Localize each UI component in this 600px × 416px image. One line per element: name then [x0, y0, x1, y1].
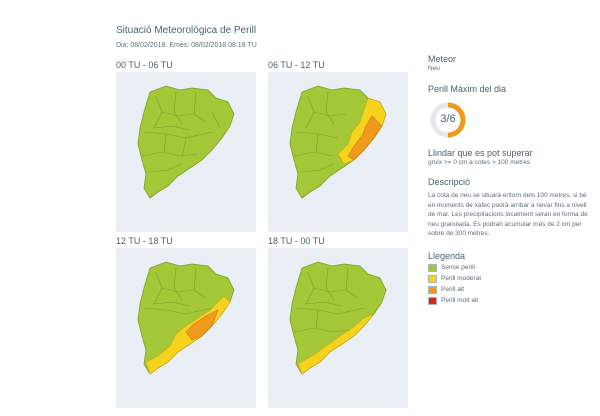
map-panel-3[interactable] [116, 248, 256, 408]
period-label-3: 12 TU - 18 TU [116, 236, 173, 246]
issue-date: Dia: 08/02/2018. Emès: 08/02/2018 08:18 … [116, 42, 257, 49]
region-high [347, 115, 383, 161]
page-title: Situació Meteorològica de Perill [116, 25, 257, 36]
catalonia-map-2 [289, 85, 387, 199]
catalonia-map-1 [137, 85, 235, 199]
period-label-1: 00 TU - 06 TU [116, 60, 173, 70]
legend-item: Perill molt alt [428, 296, 598, 307]
meteor-title: Meteor [428, 54, 457, 64]
meteor-value: Neu [428, 65, 440, 72]
region-base [137, 85, 235, 199]
legend-swatch-none [428, 264, 437, 272]
threshold-value: gruix >= 0 cm a cotes > 100 metres [428, 158, 531, 166]
legend-title: Llegenda [428, 250, 466, 261]
legend-label: Perill moderat [441, 275, 482, 283]
period-label-4: 18 TU - 00 TU [268, 236, 325, 246]
period-label-2: 06 TU - 12 TU [268, 60, 325, 70]
legend-swatch-high [428, 286, 437, 294]
description-text: La cota de neu se situarà entorn dels 10… [428, 192, 588, 237]
legend-item: Perill alt [428, 285, 598, 296]
max-danger-value: 3/6 [440, 112, 456, 125]
legend-swatch-moderate [428, 275, 437, 283]
info-sidebar: Meteor Neu Perill Màxim del dia 3/6 Llin… [428, 54, 598, 307]
legend-item: Perill moderat [428, 274, 598, 285]
legend-label: Perill alt [441, 286, 465, 294]
legend: Sense perill Perill moderat Perill alt P… [428, 263, 598, 307]
map-panel-1[interactable] [116, 72, 256, 232]
catalonia-map-3 [137, 261, 235, 375]
threshold-title: Llindar que es pot superar [428, 147, 533, 158]
region-base [289, 85, 387, 199]
region-high [185, 309, 219, 341]
legend-label: Perill molt alt [441, 297, 479, 305]
region-moderate [337, 97, 387, 165]
map-panel-4[interactable] [268, 248, 408, 408]
region-base [137, 261, 235, 375]
region-base [289, 261, 387, 375]
catalonia-map-4 [289, 261, 387, 375]
legend-swatch-very-high [428, 297, 437, 305]
max-danger-gauge: 3/6 [428, 100, 598, 142]
max-danger-title: Perill Màxim del dia [428, 83, 507, 94]
map-panel-2[interactable] [268, 72, 408, 232]
description-title: Descripció [428, 177, 471, 187]
legend-item: Sense perill [428, 263, 598, 274]
region-moderate [297, 313, 375, 375]
legend-label: Sense perill [441, 264, 475, 272]
